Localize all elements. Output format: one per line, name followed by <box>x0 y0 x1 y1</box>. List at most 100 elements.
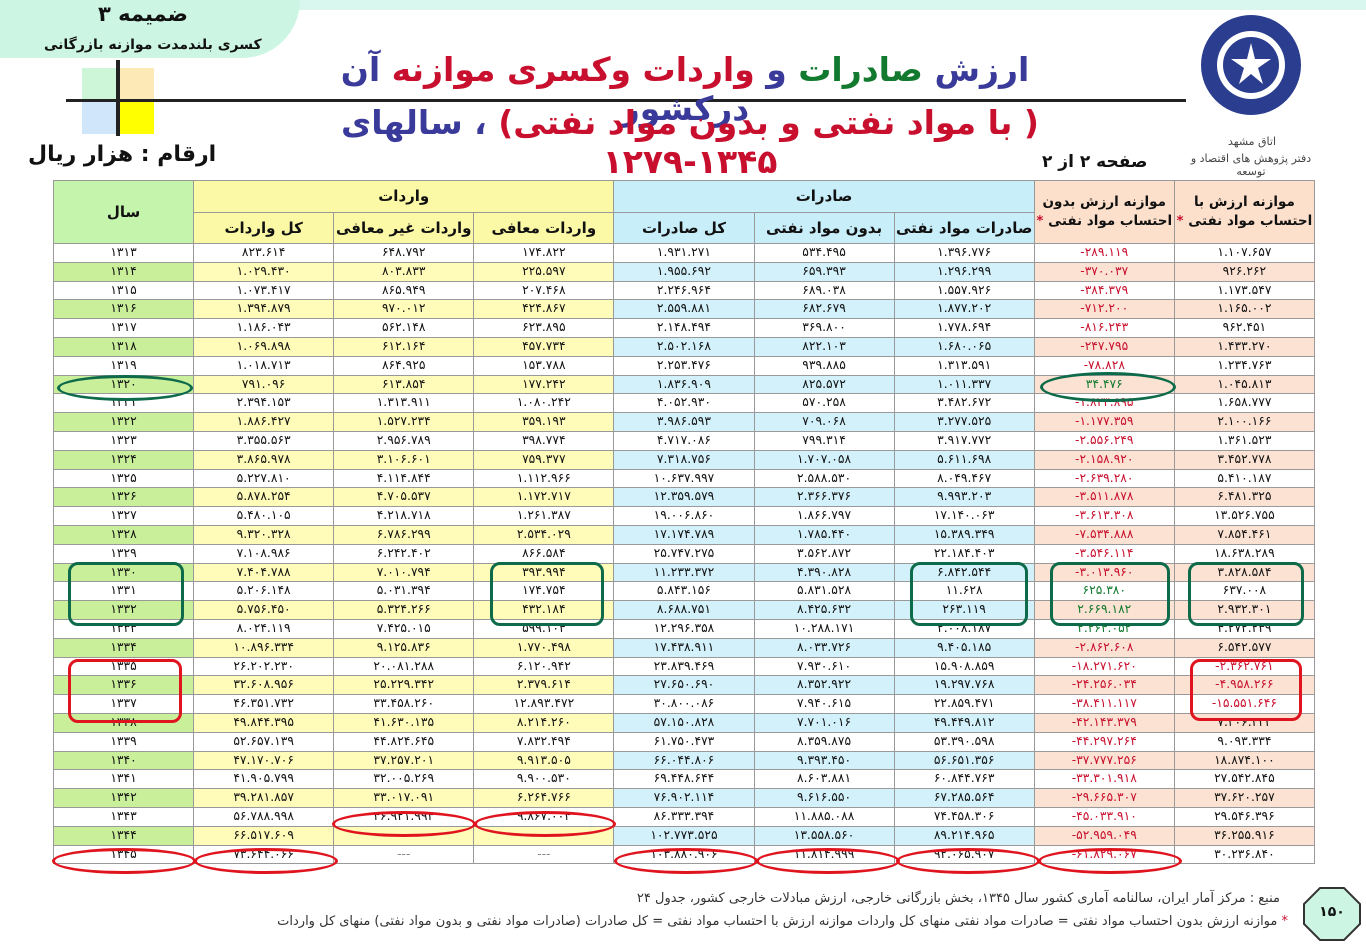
cell-bal-w: ۱.۱۷۳.۵۴۷ <box>1173 280 1316 301</box>
cell-nonoil-exp: ۱۰.۲۸۸.۱۷۱ <box>753 618 895 639</box>
cell-exempt-imp: ۱.۷۷۰.۴۹۸ <box>473 637 615 658</box>
cell-total-imp: ۱.۰۱۸.۷۱۳ <box>193 355 335 376</box>
cell-nonexempt-imp: --- <box>333 825 475 846</box>
header-nonexempt-imports: واردات غیر معافی <box>333 211 475 244</box>
cell-exempt-imp: ۶۲۳.۸۹۵ <box>473 318 615 338</box>
cell-exempt-imp: ۲۲۵.۵۹۷ <box>473 261 615 282</box>
cell-bal-wo: -۲۴۷.۷۹۵ <box>1033 336 1175 357</box>
cell-exempt-imp: ۲.۳۷۹.۶۱۴ <box>473 675 615 696</box>
cell-nonoil-exp: ۷۹۹.۳۱۴ <box>753 430 895 451</box>
header-exports: صادرات <box>613 180 1035 213</box>
cell-nonoil-exp: ۲.۳۶۶.۳۷۶ <box>753 487 895 508</box>
cell-total-imp: ۳.۸۶۵.۹۷۸ <box>193 449 335 470</box>
cell-bal-wo: -۶۱.۸۲۹.۰۶۷ <box>1033 844 1175 865</box>
page-indicator: صفحه ۲ از ۲ <box>1042 152 1148 172</box>
cell-total-exp: ۱.۸۳۶.۹۰۹ <box>613 374 755 395</box>
cell-oil-exp: ۱.۸۷۷.۲۰۲ <box>893 299 1035 320</box>
cell-exempt-imp: ۲.۵۳۴.۰۲۹ <box>473 524 615 545</box>
cell-bal-wo: -۱.۸۲۳.۸۹۵ <box>1033 393 1175 414</box>
cell-total-imp: ۷.۴۰۴.۷۸۸ <box>193 562 335 583</box>
cell-nonoil-exp: ۳۶۹.۸۰۰ <box>753 318 895 338</box>
cell-oil-exp: ۱.۶۸۰.۰۶۵ <box>893 336 1035 357</box>
cell-oil-exp: ۹۲.۰۶۵.۹۰۷ <box>893 844 1035 865</box>
cell-nonoil-exp: ۵۷۰.۲۵۸ <box>753 393 895 414</box>
deco-square-yellow <box>118 102 154 134</box>
cell-nonexempt-imp: ۶۱۲.۱۶۴ <box>333 336 475 357</box>
cell-total-exp: ۲۳.۸۳۹.۴۶۹ <box>613 656 755 677</box>
cell-oil-exp: ۱۷.۱۴۰.۰۶۳ <box>893 506 1035 526</box>
cell-bal-wo: -۷۸.۸۲۸ <box>1033 355 1175 376</box>
table-row: ۱۳۲۷ ۵.۴۸۰.۱۰۵ ۴.۲۱۸.۷۱۸ ۱.۲۶۱.۳۸۷ ۱۹.۰۰۶.۸۶… <box>52 506 1316 526</box>
cell-total-exp: ۱۷.۱۷۴.۷۸۹ <box>613 524 755 545</box>
cell-nonoil-exp: ۸.۳۵۹.۸۷۵ <box>753 731 895 752</box>
cell-total-imp: ۷۹۱.۰۹۶ <box>193 374 335 395</box>
page-title-line2: ( با مواد نفتی و بدون مواد نفتی) ، سالها… <box>341 103 1039 181</box>
cell-total-imp: ۴۹.۸۴۴.۳۹۵ <box>193 712 335 733</box>
cell-bal-wo: -۳۳.۳۰۱.۹۱۸ <box>1033 769 1175 790</box>
table-row: ۱۳۳۶ ۳۲.۶۰۸.۹۵۶ ۲۵.۲۲۹.۳۴۲ ۲.۳۷۹.۶۱۴ ۲۷.۶۵۰.… <box>52 675 1316 696</box>
cell-total-imp: ۷.۱۰۸.۹۸۶ <box>193 543 335 564</box>
cell-nonoil-exp: ۴.۳۹۰.۸۲۸ <box>753 562 895 583</box>
cell-total-imp: ۴۶.۳۵۱.۷۳۲ <box>193 694 335 714</box>
cell-nonexempt-imp: ۶۴۸.۷۹۲ <box>333 243 475 263</box>
cell-bal-wo: -۳۸۴.۳۷۹ <box>1033 280 1175 301</box>
cell-total-exp: ۲.۲۴۶.۹۶۴ <box>613 280 755 301</box>
cell-total-imp: ۲۶.۲۰۲.۲۳۰ <box>193 656 335 677</box>
cell-nonexempt-imp: ۲۵.۲۲۹.۳۴۲ <box>333 675 475 696</box>
cell-exempt-imp: ۳۵۹.۱۹۳ <box>473 412 615 432</box>
table-row: ۱۳۲۸ ۹.۳۲۰.۳۲۸ ۶.۷۸۶.۲۹۹ ۲.۵۳۴.۰۲۹ ۱۷.۱۷۴.۷۸… <box>52 524 1316 545</box>
cell-nonexempt-imp: ۴.۲۱۸.۷۱۸ <box>333 506 475 526</box>
cell-bal-w: ۳۶.۲۵۵.۹۱۶ <box>1173 825 1316 846</box>
table-row: ۱۳۲۶ ۵.۸۷۸.۲۵۴ ۴.۷۰۵.۵۳۷ ۱.۱۷۲.۷۱۷ ۱۲.۳۵۹.۵۷… <box>52 487 1316 508</box>
cell-exempt-imp: ۹.۹۱۳.۵۰۵ <box>473 750 615 771</box>
table-row: ۱۳۱۳ ۸۲۳.۶۱۴ ۶۴۸.۷۹۲ ۱۷۴.۸۲۲ ۱.۹۳۱.۲۷۱ ۵۳۴.۴۹… <box>52 243 1316 263</box>
cell-bal-wo: -۳.۵۴۶.۱۱۴ <box>1033 543 1175 564</box>
cell-bal-wo: -۵۲.۹۵۹.۰۴۹ <box>1033 825 1175 846</box>
cell-nonexempt-imp: ۳۲.۰۰۵.۲۶۹ <box>333 769 475 790</box>
cell-total-imp: ۸.۰۲۴.۱۱۹ <box>193 618 335 639</box>
cell-bal-w: ۹۶۲.۴۵۱ <box>1173 318 1316 338</box>
cell-oil-exp: ۲۲.۱۸۴.۴۰۳ <box>893 543 1035 564</box>
table-row: ۱۳۴۱ ۴۱.۹۰۵.۷۹۹ ۳۲.۰۰۵.۲۶۹ ۹.۹۰۰.۵۳۰ ۶۹.۴۴۸.… <box>52 769 1316 790</box>
source-note: منبع : مرکز آمار ایران، سالنامه آماری کش… <box>636 891 1280 906</box>
cell-year: ۱۳۲۹ <box>52 543 195 564</box>
cell-year: ۱۳۳۳ <box>52 618 195 639</box>
cell-total-imp: ۱.۰۲۹.۴۳۰ <box>193 261 335 282</box>
cell-year: ۱۳۴۳ <box>52 806 195 827</box>
cell-nonexempt-imp: ۴.۱۱۴.۸۴۴ <box>333 468 475 489</box>
cell-nonexempt-imp: ۱.۳۱۳.۹۱۱ <box>333 393 475 414</box>
table-row: ۱۳۲۵ ۵.۲۲۷.۸۱۰ ۴.۱۱۴.۸۴۴ ۱.۱۱۲.۹۶۶ ۱۰.۶۳۷.۹۹… <box>52 468 1316 489</box>
cell-nonoil-exp: ۱.۸۶۶.۷۹۷ <box>753 506 895 526</box>
cell-bal-w: ۲۷.۵۴۲.۸۴۵ <box>1173 769 1316 790</box>
cell-bal-w: ۱.۶۵۸.۷۷۷ <box>1173 393 1316 414</box>
header-nonoil-exports: بدون مواد نفتی <box>753 211 895 244</box>
cell-year: ۱۳۱۴ <box>52 261 195 282</box>
cell-oil-exp: ۸۹.۲۱۴.۹۶۵ <box>893 825 1035 846</box>
cell-nonexempt-imp: ۵.۳۲۴.۲۶۶ <box>333 600 475 620</box>
cell-oil-exp: ۲۲.۸۵۹.۴۷۱ <box>893 694 1035 714</box>
cell-total-exp: ۲.۵۰۲.۱۶۸ <box>613 336 755 357</box>
cell-year: ۱۳۱۶ <box>52 299 195 320</box>
deco-horizontal-line <box>66 99 1186 102</box>
cell-bal-w: ۱.۳۶۱.۵۲۳ <box>1173 430 1316 451</box>
appendix-subtitle: کسری بلندمدت موازنه بازرگانی <box>44 37 262 53</box>
table-row: ۱۳۱۴ ۱.۰۲۹.۴۳۰ ۸۰۳.۸۳۳ ۲۲۵.۵۹۷ ۱.۹۵۵.۶۹۲ ۶۵۹.… <box>52 261 1316 282</box>
cell-exempt-imp: ۲۰۷.۴۶۸ <box>473 280 615 301</box>
cell-nonoil-exp: ۱۱.۸۱۴.۹۹۹ <box>753 844 895 865</box>
cell-bal-w: ۱۸.۶۳۸.۲۸۹ <box>1173 543 1316 564</box>
cell-bal-wo: -۳.۶۱۳.۳۰۸ <box>1033 506 1175 526</box>
cell-exempt-imp: ۹.۹۰۰.۵۳۰ <box>473 769 615 790</box>
cell-nonexempt-imp: ۴۶.۹۲۱.۹۹۴ <box>333 806 475 827</box>
cell-bal-wo: -۴۵.۰۳۳.۹۱۰ <box>1033 806 1175 827</box>
cell-bal-w: ۲.۱۰۰.۱۶۶ <box>1173 412 1316 432</box>
cell-nonoil-exp: ۵.۸۳۱.۵۲۸ <box>753 581 895 602</box>
cell-bal-wo: -۱.۱۷۷.۳۵۹ <box>1033 412 1175 432</box>
cell-total-exp: ۴.۰۵۲.۹۳۰ <box>613 393 755 414</box>
cell-total-exp: ۷.۳۱۸.۷۵۶ <box>613 449 755 470</box>
cell-nonoil-exp: ۹.۶۱۶.۵۵۰ <box>753 788 895 808</box>
cell-nonexempt-imp: ۷.۴۲۵.۰۱۵ <box>333 618 475 639</box>
header-total-imports: کل واردات <box>193 211 335 244</box>
cell-oil-exp: ۳.۴۸۲.۶۷۲ <box>893 393 1035 414</box>
cell-bal-wo: -۲.۱۵۸.۹۲۰ <box>1033 449 1175 470</box>
cell-oil-exp: ۴۹.۴۴۹.۸۱۲ <box>893 712 1035 733</box>
